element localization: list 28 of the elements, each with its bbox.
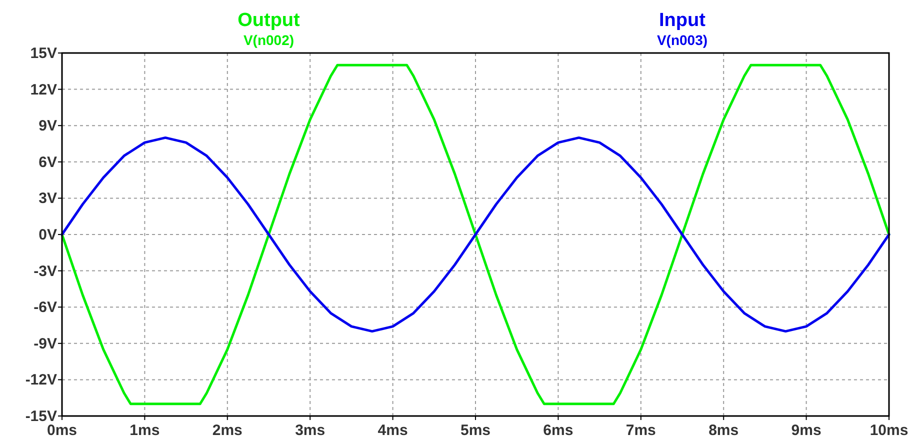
x-tick-label: 6ms [543, 422, 574, 439]
text: V(n002) [243, 32, 294, 48]
x-tick-label: 8ms [708, 422, 739, 439]
text: V(n003) [656, 32, 708, 48]
x-tick-label: 3ms [295, 422, 326, 439]
y-tick-label: 9V [38, 118, 57, 135]
x-tick-label: 1ms [130, 422, 160, 439]
x-tick-label: 9ms [791, 422, 822, 439]
text: Output [238, 10, 301, 31]
y-tick-label: 0V [38, 226, 57, 244]
x-tick-label: 5ms [460, 422, 491, 439]
y-tick-label: -6V [34, 299, 57, 316]
line-series [60, 64, 890, 406]
y-tick-label: -3V [34, 262, 57, 280]
x-tick-label: 7ms [626, 422, 656, 439]
y-tick-label: -15V [25, 408, 57, 425]
x-tick-label: 10ms [870, 422, 908, 439]
x-tick-label: 4ms [378, 422, 408, 439]
x-tick-label: 0ms [46, 422, 78, 439]
line-series [60, 136, 890, 333]
x-tick-label: 2ms [212, 422, 242, 439]
y-tick-label: -9V [34, 335, 57, 352]
y-tick-label: 15V [30, 45, 57, 62]
y-tick-label: 3V [38, 190, 57, 208]
y-tick-label: -12V [25, 372, 57, 389]
y-tick-label: 12V [30, 81, 57, 98]
y-tick-label: 6V [38, 154, 57, 171]
text: Input [659, 10, 706, 31]
